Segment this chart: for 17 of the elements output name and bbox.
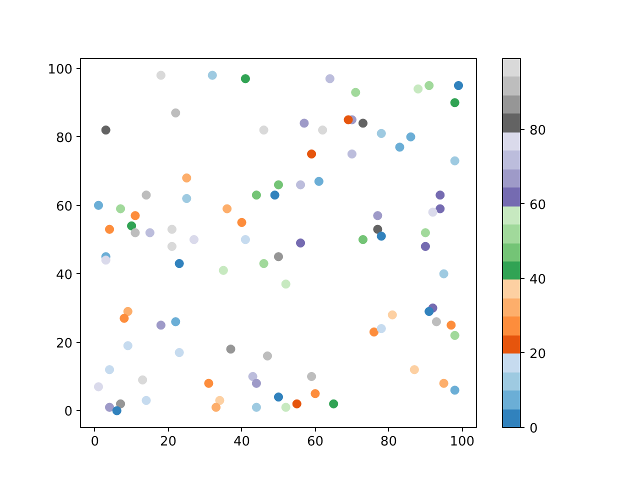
x-tick-label: 0 bbox=[90, 434, 99, 450]
y-tick-label: 80 bbox=[56, 130, 73, 146]
x-tick-label: 20 bbox=[160, 434, 177, 450]
y-tick-label: 0 bbox=[64, 404, 73, 420]
y-tick-label: 40 bbox=[56, 268, 73, 283]
x-tick-label: 60 bbox=[306, 434, 324, 450]
x-tick-label: 80 bbox=[380, 434, 397, 450]
y-tick-label: 60 bbox=[56, 199, 73, 214]
y-tick-label: 20 bbox=[56, 336, 73, 352]
color-bar-label: 20 bbox=[530, 346, 546, 362]
y-tick-label: 100 bbox=[48, 62, 73, 78]
x-tick-label: 40 bbox=[233, 434, 250, 450]
color-bar-label: 80 bbox=[530, 123, 546, 138]
color-bar-label: 0 bbox=[530, 422, 538, 436]
color-bar-label: 60 bbox=[530, 198, 546, 213]
color-bar-label: 40 bbox=[530, 272, 546, 288]
x-tick-label: 100 bbox=[450, 434, 475, 450]
